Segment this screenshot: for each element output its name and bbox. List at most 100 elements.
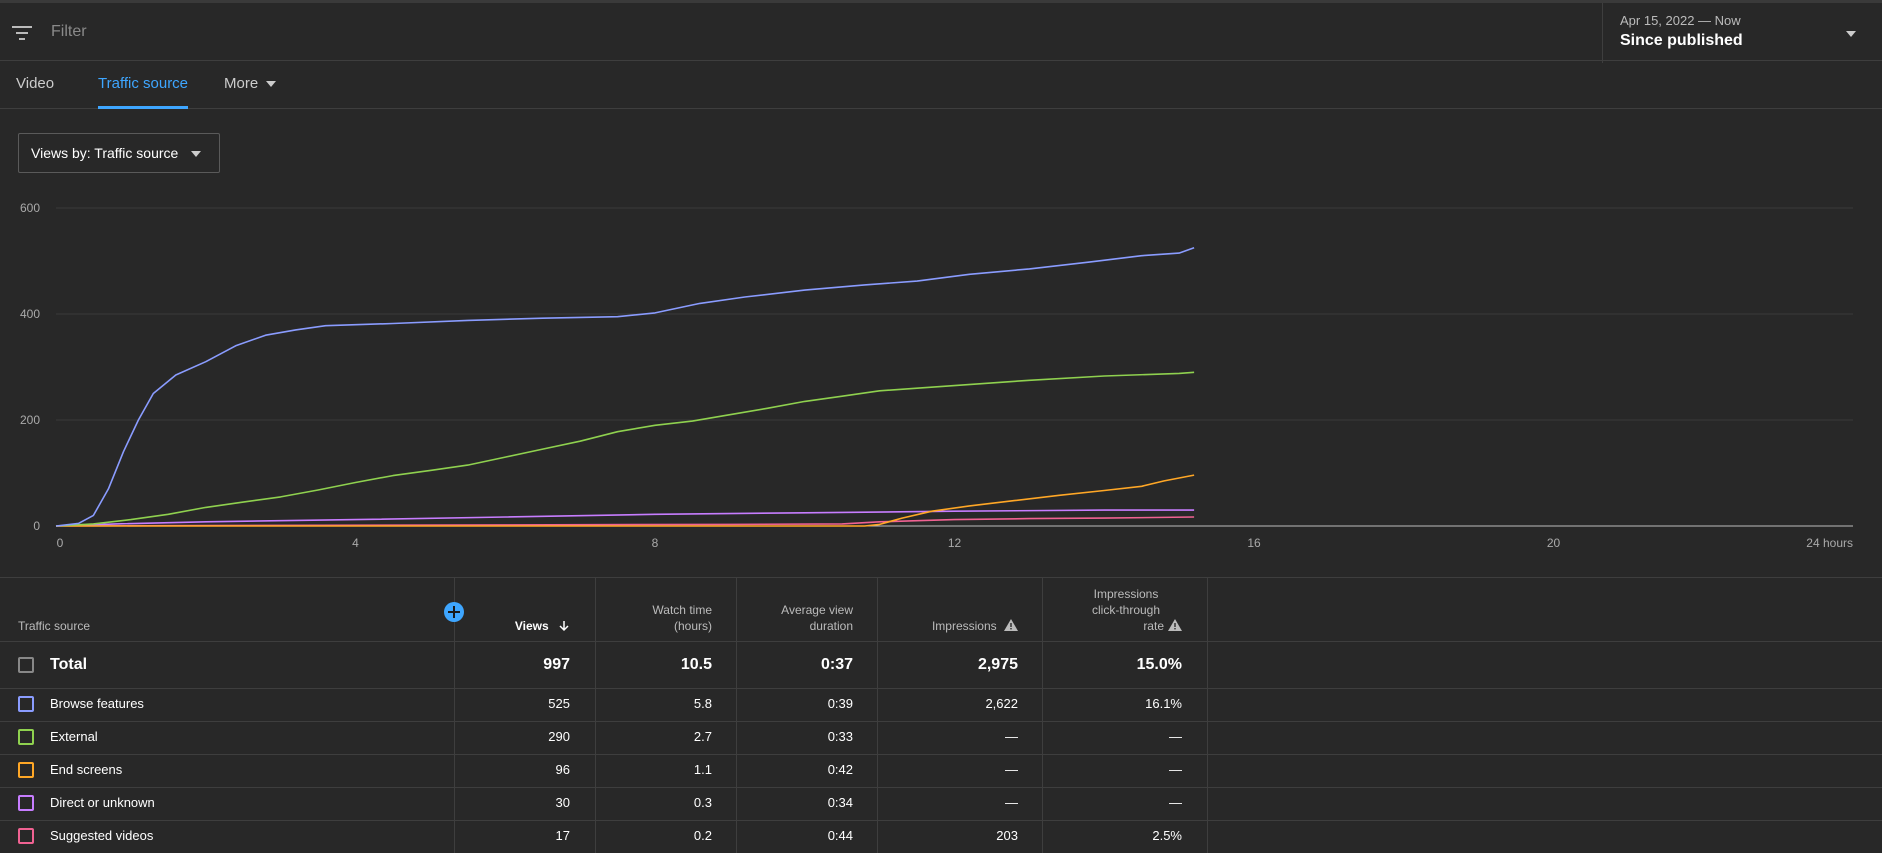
header-line: Impressions bbox=[1093, 587, 1159, 601]
date-range-picker[interactable]: Apr 15, 2022 — Now Since published bbox=[1602, 3, 1882, 63]
row-name: Total bbox=[50, 656, 88, 673]
warning-icon[interactable] bbox=[1168, 619, 1182, 631]
header-line: Watch time bbox=[652, 603, 712, 617]
cell-ctr: — bbox=[1169, 729, 1182, 744]
header-views-label: Views bbox=[514, 619, 549, 633]
header-traffic-source: Traffic source bbox=[18, 619, 91, 633]
column-divider bbox=[1042, 578, 1043, 853]
cell-avg-duration: 0:42 bbox=[827, 762, 853, 777]
caret-down-icon bbox=[191, 151, 201, 157]
total-checkbox[interactable] bbox=[18, 657, 34, 673]
series-checkbox[interactable] bbox=[18, 729, 34, 745]
cell-ctr: 2.5% bbox=[1152, 828, 1182, 843]
plus-icon bbox=[448, 606, 460, 618]
tab-label: More bbox=[224, 75, 259, 92]
cell-ctr: — bbox=[1169, 762, 1182, 777]
filter-input[interactable] bbox=[49, 22, 1549, 42]
row-divider bbox=[0, 820, 1882, 821]
cell-avg-duration: 0:33 bbox=[827, 729, 853, 744]
column-divider bbox=[1207, 578, 1208, 853]
cell-watch-time: 0.2 bbox=[693, 828, 712, 843]
tab-bar: Video Traffic source More bbox=[0, 61, 1882, 109]
tab-more[interactable]: More bbox=[224, 61, 277, 108]
cell-avg-duration: 0:34 bbox=[827, 795, 853, 810]
header-line: Average view bbox=[781, 603, 853, 617]
y-tick-label: 0 bbox=[33, 519, 40, 533]
header-watch-time[interactable]: Watch time (hours) bbox=[600, 602, 712, 634]
header-line: (hours) bbox=[673, 619, 712, 633]
views-line-chart: 0 200 400 600 0 4 8 12 16 20 24 hours bbox=[20, 201, 1853, 550]
cell-views: 96 bbox=[555, 762, 570, 777]
header-views[interactable]: Views bbox=[470, 618, 570, 634]
row-name: End screens bbox=[50, 762, 123, 777]
cell-avg-duration: 0:37 bbox=[820, 656, 853, 673]
series-checkbox[interactable] bbox=[18, 795, 34, 811]
cell-views: 997 bbox=[543, 656, 570, 673]
cell-views: 525 bbox=[548, 696, 570, 711]
header-impressions-ctr[interactable]: Impressions click-through rate bbox=[1050, 586, 1182, 634]
cell-avg-duration: 0:39 bbox=[827, 696, 853, 711]
warning-icon[interactable] bbox=[1004, 619, 1018, 631]
tab-traffic-source[interactable]: Traffic source bbox=[98, 61, 189, 109]
cell-watch-time: 0.3 bbox=[693, 795, 712, 810]
metric-dropdown-label: Views by: Traffic source bbox=[31, 145, 179, 161]
x-tick-label: 4 bbox=[352, 536, 359, 550]
cell-impressions: — bbox=[1005, 762, 1018, 777]
filter-bar: Apr 15, 2022 — Now Since published bbox=[0, 0, 1882, 63]
series-line-browse-features[interactable] bbox=[55, 247, 1195, 527]
series-line-suggested-videos[interactable] bbox=[55, 516, 1195, 527]
x-tick-label: 12 bbox=[948, 536, 962, 550]
cell-impressions: 203 bbox=[996, 828, 1018, 843]
row-name: Browse features bbox=[50, 696, 144, 711]
header-average-view-duration[interactable]: Average view duration bbox=[740, 602, 853, 634]
row-divider bbox=[0, 688, 1882, 689]
metric-dropdown[interactable]: Views by: Traffic source bbox=[18, 133, 220, 173]
series-line-external[interactable] bbox=[55, 371, 1195, 527]
cell-ctr: 15.0% bbox=[1136, 656, 1182, 673]
row-divider bbox=[0, 721, 1882, 722]
series-checkbox[interactable] bbox=[18, 828, 34, 844]
cell-views: 290 bbox=[548, 729, 570, 744]
cell-watch-time: 2.7 bbox=[693, 729, 712, 744]
series-line-direct-or-unknown[interactable] bbox=[55, 509, 1195, 527]
cell-ctr: — bbox=[1169, 795, 1182, 810]
cell-impressions: — bbox=[1005, 729, 1018, 744]
series-checkbox[interactable] bbox=[18, 696, 34, 712]
cell-watch-time: 1.1 bbox=[693, 762, 712, 777]
row-name: Direct or unknown bbox=[50, 795, 155, 810]
x-tick-label: 0 bbox=[57, 536, 64, 550]
cell-impressions: 2,975 bbox=[977, 656, 1018, 673]
x-tick-label: 8 bbox=[652, 536, 659, 550]
header-line: duration bbox=[809, 619, 853, 633]
date-range-label: Since published bbox=[1620, 32, 1743, 49]
cell-watch-time: 5.8 bbox=[693, 696, 712, 711]
cell-ctr: 16.1% bbox=[1145, 696, 1182, 711]
x-tick-label: 16 bbox=[1247, 536, 1261, 550]
header-impressions[interactable]: Impressions bbox=[880, 618, 1018, 634]
date-range-text: Apr 15, 2022 — Now bbox=[1620, 13, 1741, 28]
caret-down-icon bbox=[1846, 31, 1856, 37]
header-line: rate bbox=[1143, 619, 1164, 633]
active-tab-indicator bbox=[98, 106, 189, 109]
add-column-button[interactable] bbox=[444, 602, 464, 622]
filter-icon[interactable] bbox=[12, 25, 32, 41]
header-impressions-label: Impressions bbox=[931, 619, 997, 633]
column-divider bbox=[877, 578, 878, 853]
sort-down-arrow-icon bbox=[559, 621, 569, 632]
traffic-source-table: Traffic source Views Watch time (hours) … bbox=[0, 577, 1882, 853]
y-tick-label: 200 bbox=[20, 413, 40, 427]
cell-impressions: — bbox=[1005, 795, 1018, 810]
caret-down-icon bbox=[266, 81, 277, 88]
series-line-end-screens[interactable] bbox=[56, 474, 1195, 527]
tab-video[interactable]: Video bbox=[16, 61, 54, 108]
tab-label: Traffic source bbox=[98, 75, 189, 92]
cell-views: 17 bbox=[555, 828, 570, 843]
column-divider bbox=[736, 578, 737, 853]
row-divider bbox=[0, 787, 1882, 788]
y-tick-label: 400 bbox=[20, 307, 40, 321]
tab-label: Video bbox=[16, 75, 55, 92]
x-tick-label: 20 bbox=[1547, 536, 1561, 550]
y-tick-label: 600 bbox=[20, 201, 40, 215]
row-name: External bbox=[50, 729, 98, 744]
series-checkbox[interactable] bbox=[18, 762, 34, 778]
